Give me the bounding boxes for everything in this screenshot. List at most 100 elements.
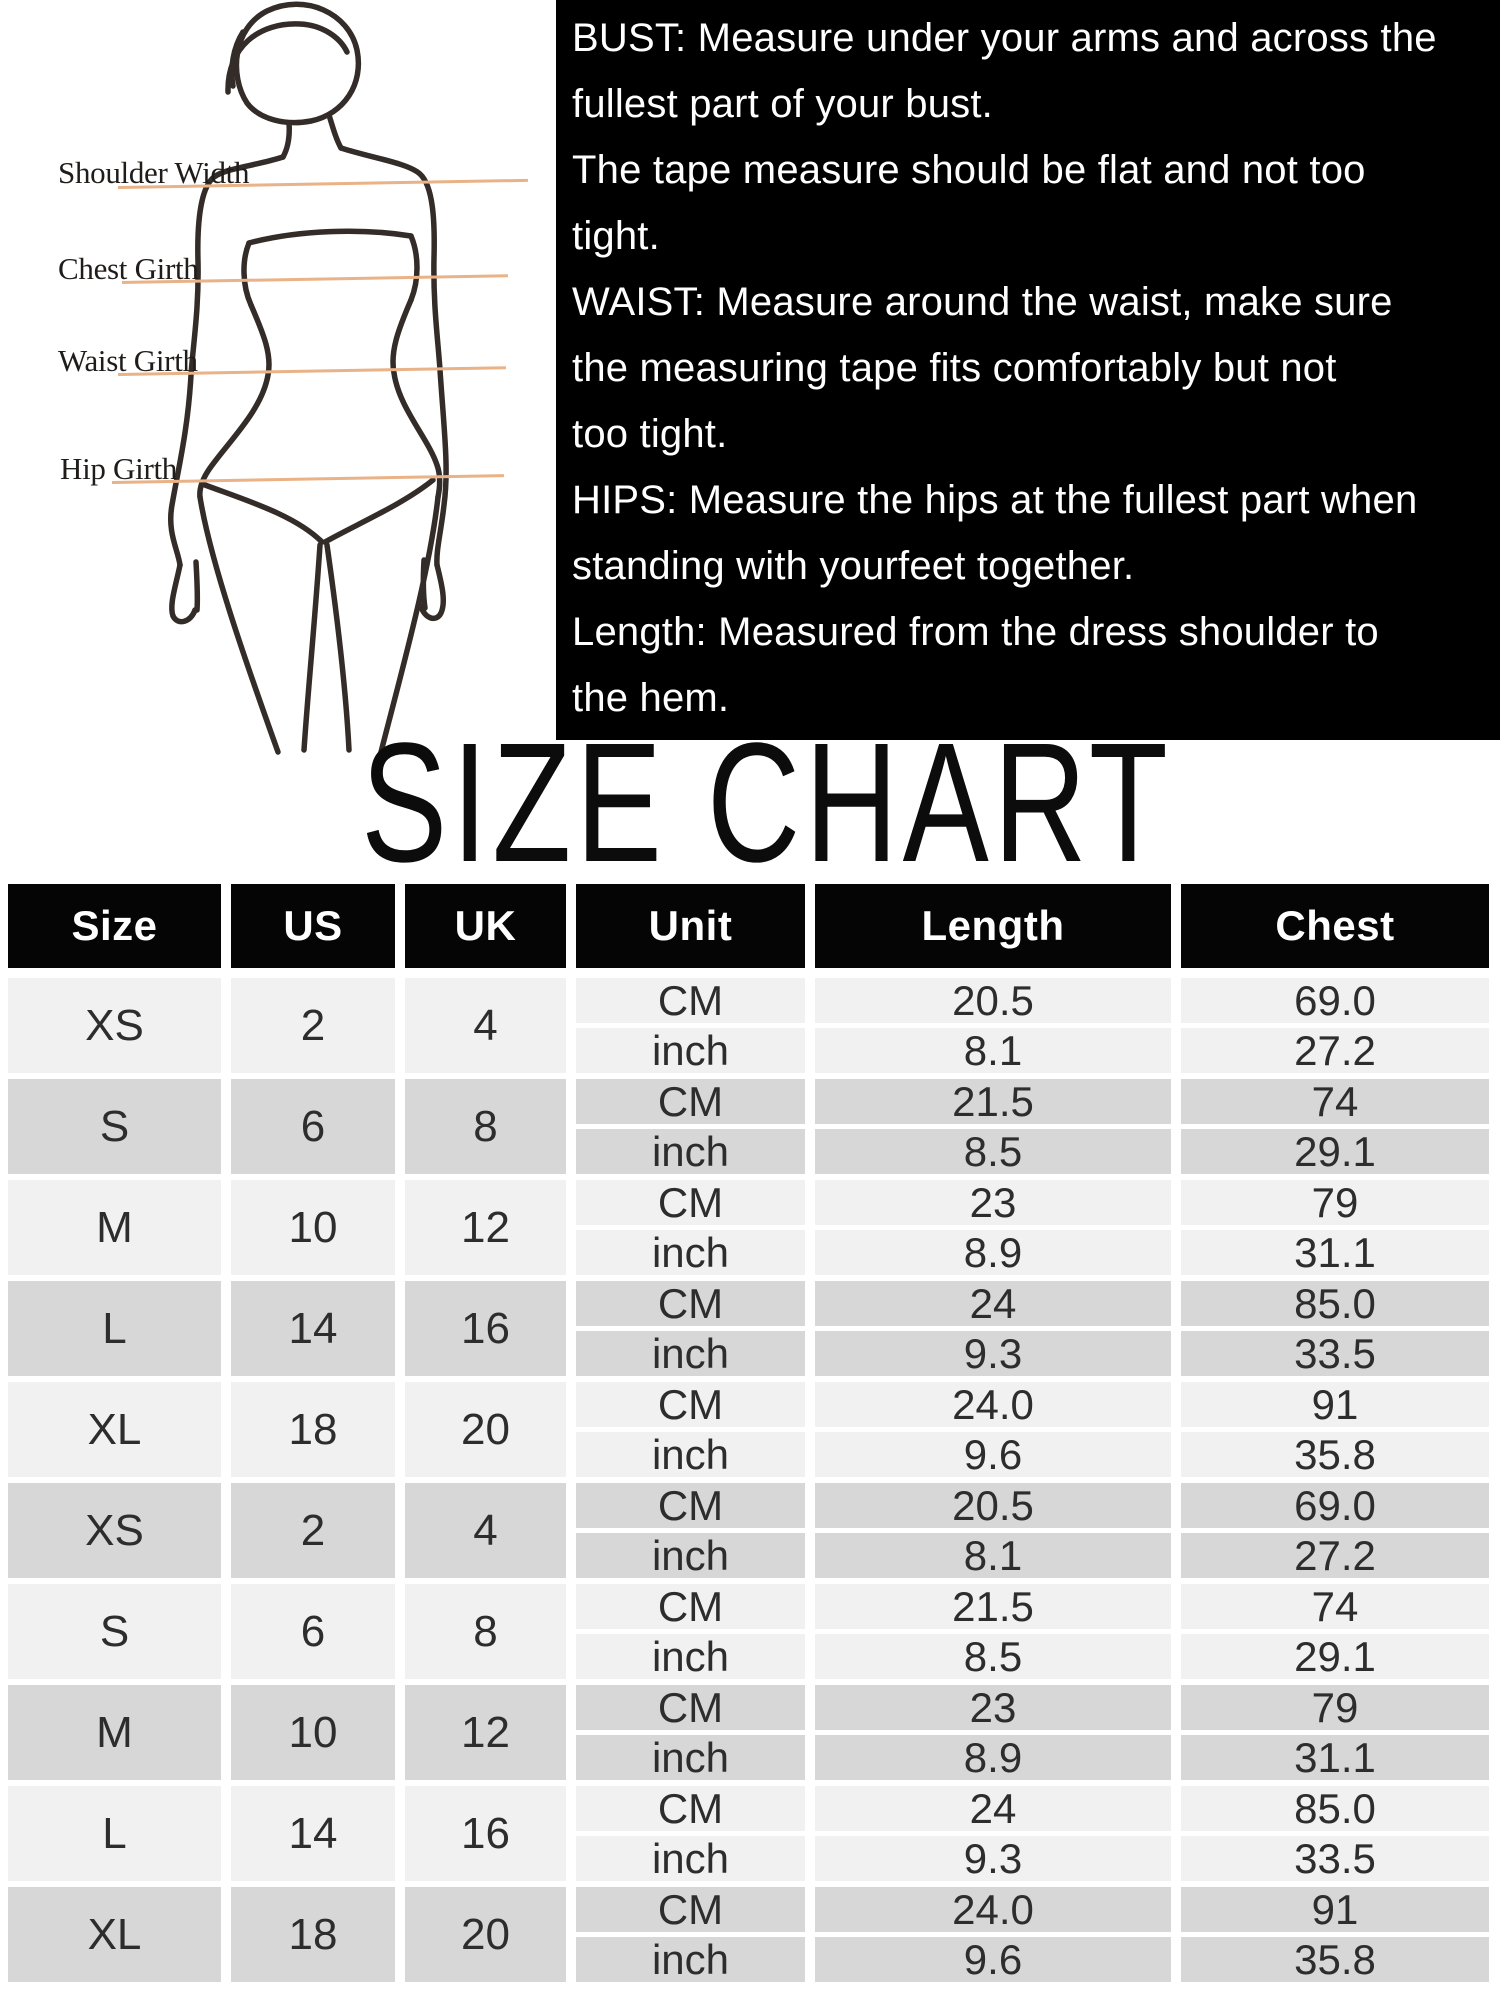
size-cell: XS — [8, 978, 221, 1073]
chest-inch-cell: 35.8 — [1181, 1431, 1489, 1478]
unit-cm-cell: CM — [576, 1078, 805, 1125]
chest-cm-cell: 91 — [1181, 1381, 1489, 1428]
instruction-line: too tight. — [572, 412, 728, 456]
size-table-header-row: Size US UK Unit Length Chest — [8, 884, 1489, 968]
dual-unit-column: 24.0 9.6 — [815, 1381, 1171, 1478]
size-cell: XL — [8, 1382, 221, 1477]
us-cell: 2 — [231, 978, 395, 1073]
measurement-diagram: Shoulder Width Chest Girth Waist Girth H… — [0, 0, 560, 770]
us-cell: 18 — [231, 1382, 395, 1477]
dual-unit-column: 21.5 8.5 — [815, 1078, 1171, 1175]
uk-cell: 12 — [405, 1180, 566, 1275]
chest-cm-cell: 85.0 — [1181, 1280, 1489, 1327]
us-cell: 10 — [231, 1180, 395, 1275]
unit-cm-cell: CM — [576, 977, 805, 1024]
dual-unit-column: 24 9.3 — [815, 1280, 1171, 1377]
instruction-line: the measuring tape fits comfortably but … — [572, 346, 1337, 390]
uk-cell: 4 — [405, 978, 566, 1073]
dual-unit-column: CM inch — [576, 1280, 805, 1377]
dual-unit-column: CM inch — [576, 1381, 805, 1478]
size-cell: M — [8, 1685, 221, 1780]
dual-unit-column: 23 8.9 — [815, 1179, 1171, 1276]
unit-cm-cell: CM — [576, 1583, 805, 1630]
dual-unit-column: 74 29.1 — [1181, 1583, 1489, 1680]
dual-unit-column: 79 31.1 — [1181, 1179, 1489, 1276]
body-figure-illustration — [168, 1, 449, 755]
length-inch-cell: 8.1 — [815, 1532, 1171, 1579]
size-chart-title: SIZE CHART — [361, 708, 1173, 898]
uk-cell: 20 — [405, 1382, 566, 1477]
chest-inch-cell: 27.2 — [1181, 1532, 1489, 1579]
uk-cell: 20 — [405, 1887, 566, 1982]
table-row: L 14 16 CM inch 24 9.3 85.0 33.5 — [8, 1785, 1489, 1882]
size-cell: S — [8, 1079, 221, 1174]
dual-unit-column: 85.0 33.5 — [1181, 1785, 1489, 1882]
length-cm-cell: 20.5 — [815, 977, 1171, 1024]
unit-cm-cell: CM — [576, 1785, 805, 1832]
uk-cell: 16 — [405, 1281, 566, 1376]
us-cell: 10 — [231, 1685, 395, 1780]
uk-cell: 16 — [405, 1786, 566, 1881]
size-cell: S — [8, 1584, 221, 1679]
chest-cm-cell: 85.0 — [1181, 1785, 1489, 1832]
chest-cm-cell: 69.0 — [1181, 977, 1489, 1024]
chest-inch-cell: 27.2 — [1181, 1027, 1489, 1074]
dual-unit-column: 20.5 8.1 — [815, 977, 1171, 1074]
dual-unit-column: CM inch — [576, 1684, 805, 1781]
size-cell: XS — [8, 1483, 221, 1578]
length-inch-cell: 8.9 — [815, 1734, 1171, 1781]
size-cell: M — [8, 1180, 221, 1275]
dual-unit-column: 74 29.1 — [1181, 1078, 1489, 1175]
dual-unit-column: 79 31.1 — [1181, 1684, 1489, 1781]
measurement-instructions-panel: BUST: Measure under your arms and across… — [556, 0, 1500, 740]
instruction-line: Length: Measured from the dress shoulder… — [572, 610, 1379, 654]
chest-cm-cell: 79 — [1181, 1179, 1489, 1226]
size-cell: L — [8, 1281, 221, 1376]
unit-inch-cell: inch — [576, 1532, 805, 1579]
dual-unit-column: 69.0 27.2 — [1181, 1482, 1489, 1579]
unit-inch-cell: inch — [576, 1027, 805, 1074]
size-table: Size US UK Unit Length Chest XS 2 4 CM inch 20.5 8.… — [8, 884, 1489, 1988]
us-cell: 18 — [231, 1887, 395, 1982]
dual-unit-column: CM inch — [576, 1482, 805, 1579]
instruction-line: the hem. — [572, 676, 730, 720]
unit-inch-cell: inch — [576, 1229, 805, 1276]
length-cm-cell: 24.0 — [815, 1381, 1171, 1428]
length-inch-cell: 9.3 — [815, 1330, 1171, 1377]
dual-unit-column: 24.0 9.6 — [815, 1886, 1171, 1983]
instruction-line: fullest part of your bust. — [572, 82, 993, 126]
dual-unit-column: 69.0 27.2 — [1181, 977, 1489, 1074]
dual-unit-column: CM inch — [576, 1886, 805, 1983]
table-row: XL 18 20 CM inch 24.0 9.6 91 35.8 — [8, 1886, 1489, 1983]
chest-cm-cell: 91 — [1181, 1886, 1489, 1933]
length-cm-cell: 24 — [815, 1280, 1171, 1327]
chest-inch-cell: 33.5 — [1181, 1835, 1489, 1882]
table-row: XS 2 4 CM inch 20.5 8.1 69.0 27.2 — [8, 977, 1489, 1074]
instruction-line: The tape measure should be flat and not … — [572, 148, 1366, 192]
header-cell-us: US — [231, 884, 395, 968]
table-row: XS 2 4 CM inch 20.5 8.1 69.0 27.2 — [8, 1482, 1489, 1579]
length-cm-cell: 24 — [815, 1785, 1171, 1832]
table-row: L 14 16 CM inch 24 9.3 85.0 33.5 — [8, 1280, 1489, 1377]
unit-inch-cell: inch — [576, 1330, 805, 1377]
dual-unit-column: CM inch — [576, 1785, 805, 1882]
length-inch-cell: 8.9 — [815, 1229, 1171, 1276]
length-cm-cell: 21.5 — [815, 1078, 1171, 1125]
unit-inch-cell: inch — [576, 1936, 805, 1983]
table-row: XL 18 20 CM inch 24.0 9.6 91 35.8 — [8, 1381, 1489, 1478]
instruction-line: standing with yourfeet together. — [572, 544, 1135, 588]
unit-cm-cell: CM — [576, 1280, 805, 1327]
dual-unit-column: 23 8.9 — [815, 1684, 1171, 1781]
length-inch-cell: 9.6 — [815, 1431, 1171, 1478]
uk-cell: 4 — [405, 1483, 566, 1578]
chest-cm-cell: 74 — [1181, 1583, 1489, 1630]
uk-cell: 8 — [405, 1584, 566, 1679]
unit-inch-cell: inch — [576, 1835, 805, 1882]
length-cm-cell: 20.5 — [815, 1482, 1171, 1529]
dual-unit-column: 20.5 8.1 — [815, 1482, 1171, 1579]
unit-inch-cell: inch — [576, 1734, 805, 1781]
dual-unit-column: CM inch — [576, 1179, 805, 1276]
length-inch-cell: 9.6 — [815, 1936, 1171, 1983]
dual-unit-column: 91 35.8 — [1181, 1886, 1489, 1983]
size-cell: L — [8, 1786, 221, 1881]
